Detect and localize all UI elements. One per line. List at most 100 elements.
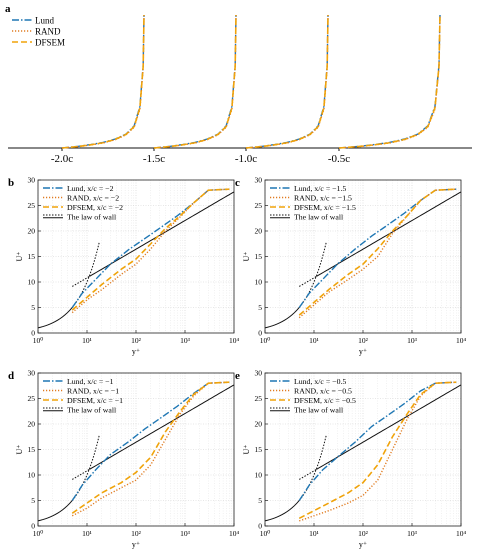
y-tick-label: 0 (258, 522, 262, 531)
y-tick-label: 5 (258, 496, 262, 505)
x-tick-label: 10³ (407, 336, 418, 345)
y-tick-label: 25 (28, 394, 36, 403)
legend-label: RAND (35, 27, 61, 37)
y-axis-label: U⁺ (15, 252, 24, 262)
panel-letter: b (8, 177, 14, 189)
x-tick-label: 10⁰ (33, 336, 44, 345)
x-tick-label: 10¹ (309, 336, 319, 345)
law-of-wall-viscous (37, 500, 73, 522)
y-tick-label: 10 (255, 471, 263, 480)
law-of-wall-log-ext (71, 275, 90, 287)
y-tick-label: 10 (28, 471, 36, 480)
legend-label: RAND, x/c = −0.5 (294, 386, 352, 395)
series-line-lund (71, 188, 230, 308)
x-tick-label: -1.5c (143, 153, 165, 165)
x-tick-label: 10⁰ (33, 529, 44, 538)
legend-label: Lund, x/c = −1 (67, 377, 114, 386)
y-tick-label: 15 (28, 252, 36, 261)
y-tick-label: 5 (31, 303, 35, 312)
x-axis-label: y⁺ (132, 347, 140, 356)
y-tick-label: 30 (28, 369, 36, 378)
y-axis-label: U⁺ (15, 445, 24, 455)
legend-label: Lund (35, 16, 54, 26)
y-tick-label: 20 (255, 420, 263, 429)
y-tick-label: 15 (255, 252, 263, 261)
x-tick-label: 10² (131, 529, 142, 538)
x-tick-label: -2.0c (51, 153, 73, 165)
x-tick-label: 10⁴ (229, 336, 240, 345)
y-tick-label: 20 (255, 227, 263, 236)
panel-letter: c (235, 177, 240, 189)
legend-label: DFSEM, x/c = −2 (67, 203, 123, 212)
y-tick-label: 0 (258, 329, 262, 338)
x-tick-label: 10⁴ (229, 529, 240, 538)
y-tick-label: 5 (31, 496, 35, 505)
profile-line-dfsem (338, 14, 441, 149)
y-axis-label: U⁺ (242, 252, 251, 262)
x-axis-label: y⁺ (132, 540, 140, 549)
profile-line-dfsem (153, 14, 237, 149)
legend-label: RAND, x/c = −1.5 (294, 193, 352, 202)
legend-label: DFSEM, x/c = −0.5 (294, 396, 356, 405)
law-of-wall-log (89, 384, 235, 470)
x-tick-label: -0.5c (328, 153, 350, 165)
y-tick-label: 30 (28, 176, 36, 185)
x-tick-label: 10² (131, 336, 142, 345)
y-axis-label: U⁺ (242, 445, 251, 455)
panel-letter: e (235, 370, 240, 382)
x-tick-label: -1.0c (235, 153, 257, 165)
y-tick-label: 30 (255, 369, 263, 378)
profile-line-lund (338, 14, 441, 149)
y-tick-label: 10 (255, 278, 263, 287)
legend-label: Lund, x/c = −1.5 (294, 184, 346, 193)
legend-label: The law of wall (294, 212, 344, 221)
panel-b: b 10⁰ 10¹ 10² 10³ 10⁴ 0 5 10 15 20 25 30 y⁺ U⁺ Lund, x/… (8, 176, 239, 357)
panel-letter: d (8, 370, 14, 382)
x-tick-label: 10¹ (82, 336, 92, 345)
y-tick-label: 25 (255, 201, 263, 210)
x-tick-label: 10¹ (82, 529, 92, 538)
series-line-lund (71, 381, 230, 501)
x-tick-label: 10³ (180, 529, 191, 538)
x-axis-label: y⁺ (359, 540, 367, 549)
legend-label: Lund, x/c = −2 (67, 184, 114, 193)
series-line-rand (299, 381, 457, 522)
profile-line-dfsem (61, 14, 145, 149)
y-tick-label: 20 (28, 420, 36, 429)
panel-letter: a (5, 3, 11, 15)
x-tick-label: 10² (358, 529, 369, 538)
legend-label: Lund, x/c = −0.5 (294, 377, 346, 386)
law-of-wall-log (316, 191, 462, 277)
x-tick-label: 10³ (180, 336, 191, 345)
legend-label: DFSEM (35, 38, 65, 48)
legend-label: RAND, x/c = −1 (67, 386, 119, 395)
y-tick-label: 25 (255, 394, 263, 403)
y-tick-label: 15 (28, 445, 36, 454)
law-of-wall-viscous (37, 307, 73, 329)
legend-label: DFSEM, x/c = −1.5 (294, 203, 356, 212)
law-of-wall-log (89, 191, 235, 277)
x-tick-label: 10¹ (309, 529, 319, 538)
law-of-wall-log-ext (71, 468, 90, 480)
series-line-dfsem (298, 188, 457, 316)
y-tick-label: 0 (31, 329, 35, 338)
law-of-wall-viscous (264, 307, 300, 329)
x-tick-label: 10⁰ (260, 336, 271, 345)
x-tick-label: 10⁴ (456, 529, 467, 538)
series-line-dfsem (71, 381, 230, 514)
y-tick-label: 10 (28, 278, 36, 287)
y-tick-label: 25 (28, 201, 36, 210)
x-axis-label: y⁺ (359, 347, 367, 356)
legend-label: RAND, x/c = −2 (67, 193, 119, 202)
law-of-wall-log (316, 384, 462, 470)
legend-label: DFSEM, x/c = −1 (67, 396, 123, 405)
x-tick-label: 10⁴ (456, 336, 467, 345)
panel-c: c 10⁰ 10¹ 10² 10³ 10⁴ 0 5 10 15 20 25 30 y⁺ U⁺ Lund, x/… (235, 176, 466, 357)
series-line-lund (298, 381, 457, 501)
y-tick-label: 15 (255, 445, 263, 454)
y-tick-label: 20 (28, 227, 36, 236)
law-of-wall-log-ext (298, 275, 317, 287)
law-of-wall-log-ext (298, 468, 317, 480)
x-tick-label: 10⁰ (260, 529, 271, 538)
